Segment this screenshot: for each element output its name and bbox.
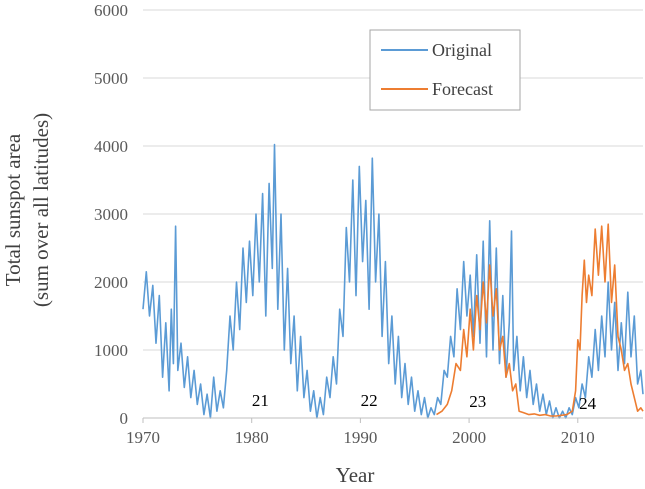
y-tick-label-5000: 5000 xyxy=(94,69,128,88)
x-tick-label-1990: 1990 xyxy=(343,428,377,447)
cycle-label-21: 21 xyxy=(252,391,269,410)
y-tick-label-3000: 3000 xyxy=(94,205,128,224)
y-axis-title-line-1: Total sunspot area xyxy=(1,133,25,286)
y-tick-label-6000: 6000 xyxy=(94,1,128,20)
x-tick-label-2000: 2000 xyxy=(452,428,486,447)
series-lines xyxy=(142,143,644,419)
axes: 0 1000 2000 3000 4000 5000 6000 1970 1980 1990 200… xyxy=(94,1,643,447)
y-tick-label-2000: 2000 xyxy=(94,273,128,292)
legend-box xyxy=(369,29,521,111)
legend-label-forecast: Forecast xyxy=(432,79,493,99)
cycle-label-23: 23 xyxy=(469,392,486,411)
legend-label-original: Original xyxy=(432,40,492,60)
cycle-annotations: 21 22 23 24 xyxy=(252,391,597,413)
x-tick-label-1980: 1980 xyxy=(235,428,269,447)
cycle-label-24: 24 xyxy=(579,394,597,413)
x-tick-label-1970: 1970 xyxy=(126,428,160,447)
cycle-label-22: 22 xyxy=(361,391,378,410)
y-tick-label-4000: 4000 xyxy=(94,137,128,156)
y-axis-title: Total sunspot area (sum over all latitud… xyxy=(1,113,53,307)
y-tick-label-1000: 1000 xyxy=(94,341,128,360)
y-axis-title-line-2: (sum over all latitudes) xyxy=(29,113,53,307)
series-line-original xyxy=(142,143,644,419)
y-tick-label-0: 0 xyxy=(120,409,129,428)
series-line-forecast xyxy=(436,223,644,417)
legend: Original Forecast xyxy=(369,29,521,111)
x-tick-label-2010: 2010 xyxy=(561,428,595,447)
x-axis-title: Year xyxy=(336,463,375,487)
